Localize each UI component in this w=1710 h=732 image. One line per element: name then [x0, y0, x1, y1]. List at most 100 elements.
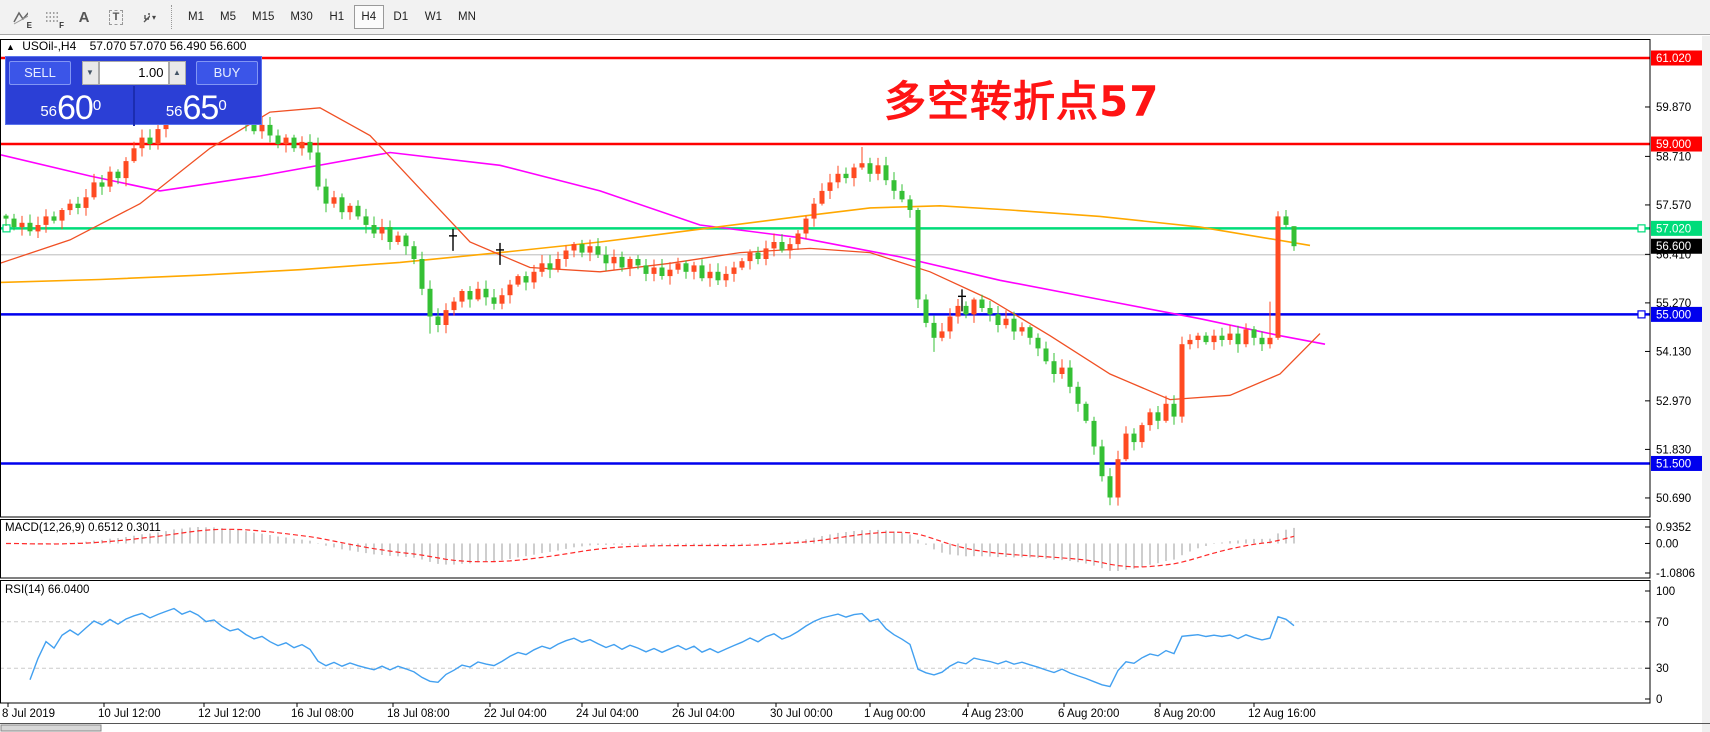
rsi-pane: 100 70 30 0 [0, 586, 1675, 706]
toolbar: E F A T ▾ M1 M5 M15 M30 H1 H4 D1 W1 MN [0, 0, 1710, 35]
sell-button[interactable]: SELL [9, 60, 71, 85]
cross-markers [449, 228, 966, 312]
price-tick-label: 50.690 [1656, 493, 1691, 505]
price-badge-label: 55.000 [1656, 309, 1691, 321]
date-label: 8 Jul 2019 [2, 708, 55, 720]
window-edge-strip [1702, 36, 1710, 732]
macd-axis-label: -1.0806 [1656, 568, 1695, 580]
ma-orange-line [0, 204, 1311, 284]
date-label: 30 Jul 00:00 [770, 708, 833, 720]
text-label-icon: A [78, 8, 90, 26]
buy-price-sup: 0 [218, 97, 227, 114]
date-label: 8 Aug 20:00 [1154, 708, 1215, 720]
horizontal-scrollbar[interactable] [0, 723, 1710, 732]
buy-price[interactable]: 56 65 0 [135, 86, 259, 126]
timeframe-button-m15[interactable]: M15 [245, 5, 281, 29]
price-axis: 59.87058.71057.57056.41055.27054.13052.9… [1645, 50, 1702, 505]
symbol-label: USOil-,H4 [22, 39, 77, 53]
annotation-text: 多空转折点57 [884, 77, 1160, 126]
date-label: 6 Aug 20:00 [1058, 708, 1119, 720]
price-tick-label: 58.710 [1656, 151, 1691, 163]
price-badge [1651, 220, 1702, 236]
arrows-icon [143, 13, 150, 23]
price-badge-label: 56.600 [1656, 241, 1691, 253]
price-badge [1651, 455, 1702, 471]
rsi-header: RSI(14) 66.0400 [5, 584, 90, 596]
one-click-trading-panel: SELL ▼ ▲ BUY 56 60 0 56 65 0 [5, 56, 262, 126]
buy-price-big: 65 [182, 89, 220, 127]
price-tick-label: 52.970 [1656, 396, 1691, 408]
timeframe-button-mn[interactable]: MN [451, 5, 483, 29]
price-tick-label: 57.570 [1656, 200, 1691, 212]
date-label: 18 Jul 08:00 [387, 708, 450, 720]
indicators-icon [13, 11, 28, 25]
price-badge-label: 51.500 [1656, 458, 1691, 470]
sell-price-big: 60 [57, 89, 94, 127]
rsi-axis-label: 0 [1656, 694, 1662, 706]
date-label: 12 Jul 12:00 [198, 708, 261, 720]
timeframe-button-d1[interactable]: D1 [386, 5, 416, 29]
price-badge [1651, 306, 1702, 322]
date-label: 22 Jul 04:00 [484, 708, 547, 720]
price-tick-label: 59.870 [1656, 102, 1691, 114]
date-label: 24 Jul 04:00 [576, 708, 639, 720]
ma-magenta-line [0, 151, 1326, 345]
timeframe-button-h4[interactable]: H4 [353, 5, 384, 29]
price-badge-label: 59.000 [1656, 139, 1691, 151]
date-label: 16 Jul 08:00 [291, 708, 354, 720]
date-label: 10 Jul 12:00 [98, 708, 161, 720]
pane-border [0, 519, 1651, 579]
grid-icon [46, 12, 60, 22]
price-badge [1651, 238, 1702, 254]
price-level-lines[interactable] [0, 56, 1650, 465]
price-tick-label: 51.830 [1656, 444, 1691, 456]
sell-price[interactable]: 56 60 0 [9, 86, 133, 126]
price-badge [1651, 50, 1702, 66]
buy-button[interactable]: BUY [196, 60, 258, 85]
ohlc-values: 57.070 57.070 56.490 56.600 [89, 39, 247, 53]
date-label: 12 Aug 16:00 [1248, 708, 1316, 720]
arrows-tool-caret-icon: ▾ [151, 12, 156, 22]
one-click-collapse-icon[interactable]: ▲ [6, 42, 15, 52]
scrollbar-thumb[interactable] [0, 724, 102, 732]
pane-border [0, 39, 1651, 518]
price-badge [1651, 136, 1702, 152]
text-label-tool-button[interactable]: A [69, 4, 99, 31]
grid-tool-button[interactable]: F [37, 4, 67, 31]
macd-axis-label: 0.9352 [1656, 522, 1691, 534]
timeframe-button-m5[interactable]: M5 [213, 5, 243, 29]
macd-signal-line [6, 528, 1295, 568]
pane-border [0, 580, 1651, 704]
timeframe-toolbar: M1 M5 M15 M30 H1 H4 D1 W1 MN [180, 5, 484, 29]
date-label: 4 Aug 23:00 [962, 708, 1023, 720]
chart-title: ▲ USOil-,H4 57.070 57.070 56.490 56.600 [6, 39, 246, 53]
level-handle[interactable] [1637, 310, 1646, 319]
macd-axis-label: 0.00 [1656, 538, 1678, 550]
timeframe-button-m1[interactable]: M1 [181, 5, 211, 29]
sell-price-small: 56 [40, 103, 57, 120]
panel-divider [132, 86, 135, 126]
price-badge-label: 57.020 [1656, 223, 1691, 235]
toolbar-separator [171, 5, 173, 29]
grid-tool-sub-label: F [59, 20, 64, 30]
text-tool-button[interactable]: T [101, 4, 131, 31]
rsi-axis-label: 70 [1656, 617, 1669, 629]
indicators-tool-button[interactable]: E [5, 4, 35, 31]
volume-input[interactable] [98, 60, 169, 85]
rsi-axis-label: 100 [1656, 586, 1675, 598]
volume-down-button[interactable]: ▼ [81, 60, 99, 85]
timeframe-button-m30[interactable]: M30 [283, 5, 319, 29]
price-badge-label: 61.020 [1656, 53, 1691, 65]
rsi-line [29, 607, 1295, 688]
text-tool-icon: T [108, 9, 124, 25]
level-handle[interactable] [1637, 224, 1646, 233]
indicators-tool-sub-label: E [26, 20, 32, 30]
timeframe-button-w1[interactable]: W1 [418, 5, 449, 29]
arrows-tool-button[interactable]: ▾ [133, 4, 163, 31]
timeframe-button-h1[interactable]: H1 [322, 5, 352, 29]
macd-header: MACD(12,26,9) 0.6512 0.3011 [5, 522, 161, 534]
date-label: 1 Aug 00:00 [864, 708, 925, 720]
volume-up-button[interactable]: ▲ [168, 60, 186, 85]
